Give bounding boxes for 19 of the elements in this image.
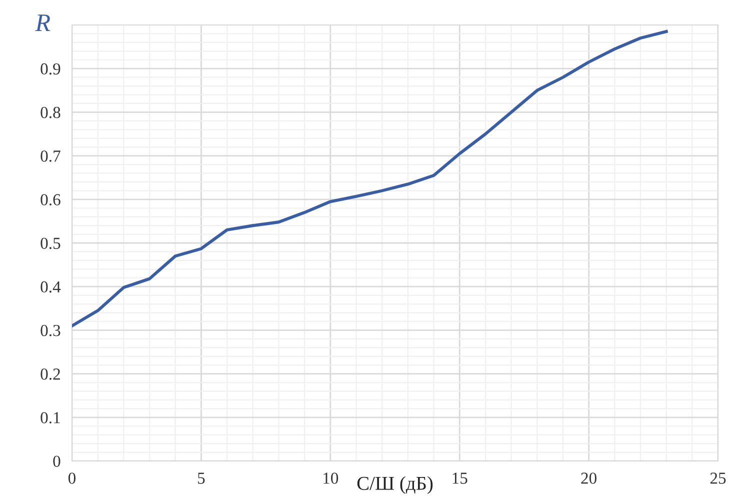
x-tick-label: 15 bbox=[452, 472, 468, 484]
y-tick-label: 0.3 bbox=[40, 324, 60, 336]
y-tick-label: 0.7 bbox=[40, 150, 60, 162]
x-tick-label: 5 bbox=[198, 472, 205, 484]
y-tick-label: 0.9 bbox=[40, 63, 60, 75]
y-tick-label: 0.2 bbox=[40, 368, 60, 380]
y-axis-title: R bbox=[35, 14, 50, 32]
line-series bbox=[72, 30, 668, 328]
x-tick-label: 10 bbox=[324, 472, 338, 484]
y-tick-label: 0 bbox=[53, 456, 60, 467]
y-tick-label: 0.4 bbox=[40, 281, 61, 293]
y-tick-label: 0.1 bbox=[40, 412, 60, 424]
y-tick-label: 0.6 bbox=[40, 194, 60, 206]
x-tick-label: 0 bbox=[68, 472, 76, 484]
x-tick-label: 20 bbox=[581, 472, 596, 484]
y-tick-label: 0.8 bbox=[40, 106, 60, 118]
x-tick-label: 25 bbox=[710, 472, 726, 484]
x-axis-title: С/Ш (дБ) bbox=[357, 476, 433, 494]
y-tick-label: 0.5 bbox=[40, 238, 60, 250]
